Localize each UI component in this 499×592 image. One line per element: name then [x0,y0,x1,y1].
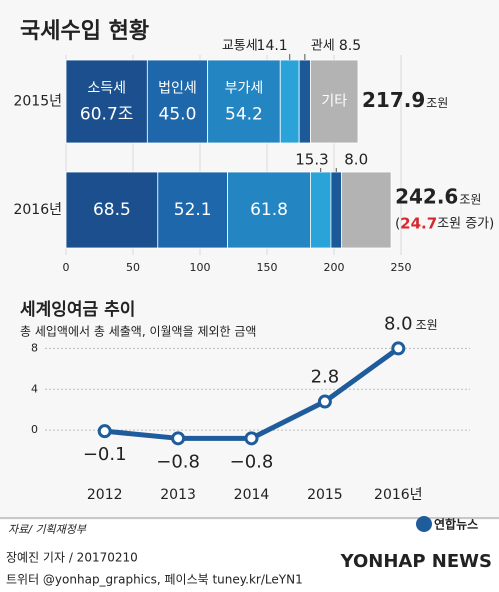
point [391,341,406,356]
annotation: ( [395,217,400,232]
x-tick-label: 150 [257,261,278,274]
data-label: 14.1 [257,38,288,54]
series-name: 부가세 [225,81,264,97]
bar-segment [341,171,392,249]
data-label: 68.5 [93,200,131,220]
bar-segment [227,171,311,249]
bar-segment [146,59,209,144]
series-name: 소득세 [87,81,126,97]
total-unit: 조원 [459,193,481,207]
bar-segment [310,171,332,249]
data-label: −0.8 [156,451,200,472]
logo-mark [416,516,432,532]
watermark: YONHAP NEWS [340,551,492,572]
data-label: 54.2 [225,105,263,125]
total-unit: 조원 [426,96,448,110]
x-tick-label: 250 [391,261,412,274]
series-name: 교통세 [222,39,258,54]
data-label: 8.5 [339,38,361,54]
series-name: 기타 [321,94,347,110]
x-tick-label: 2016년 [374,487,423,503]
series-name: 법인세 [158,81,197,97]
x-tick-label: 2015 [307,487,343,503]
data-label: 2.8 [311,367,340,388]
x-tick-label: 2013 [160,487,196,503]
y-tick-label: 2016년 [13,202,62,218]
data-unit: 조원 [416,318,438,332]
annotation: 조원 증가) [437,217,494,232]
y-tick-label: 2015년 [13,94,62,110]
point [171,431,186,446]
x-tick-label: 100 [190,261,211,274]
data-label: −0.8 [230,451,274,472]
bar-segment [279,59,300,144]
x-tick-label: 2014 [234,487,270,503]
bar-segment [330,171,343,249]
bar-segment [310,59,359,144]
point [244,431,259,446]
source: 자료/ 기획재정부 [8,523,87,536]
data-label: 52.1 [174,200,212,220]
data-label: −0.1 [83,444,127,465]
chart-title: 세계잉여금 추이 [20,300,135,320]
data-label: 15.3 [295,151,328,169]
data-label: 8.0 [344,151,368,169]
x-tick-label: 50 [126,261,140,274]
point [317,394,332,409]
bar-segment [65,171,159,249]
annotation-value: 24.7 [400,215,437,233]
y-tick-label: 8 [31,341,38,354]
bar-segment [207,59,281,144]
x-tick-label: 0 [63,261,70,274]
bar-segment [65,59,148,144]
y-tick-label: 0 [31,423,38,436]
series-name: 관세 [311,39,335,54]
data-label: 8.0 [384,313,413,334]
byline: 장예진 기자 / 20170210 [6,551,138,565]
data-label: 45.0 [159,105,197,125]
point [97,424,112,439]
chart-title: 국세수입 현황 [20,19,149,44]
bar-segment [298,59,311,144]
total-label: 242.6 [395,185,458,209]
total-label: 217.9 [362,88,425,112]
chart-subtitle: 총 세입액에서 총 세출액, 이월액을 제외한 금액 [20,325,256,339]
y-tick-label: 4 [31,382,38,395]
social: 트위터 @yonhap_graphics, 페이스북 tuney.kr/LeYN… [6,573,303,587]
x-tick-label: 200 [324,261,345,274]
data-label: 61.8 [250,200,288,220]
x-tick-label: 2012 [87,487,123,503]
bar-segment [157,171,229,249]
logo: 연합뉴스 [434,517,478,532]
data-label: 60.7조 [80,105,134,125]
